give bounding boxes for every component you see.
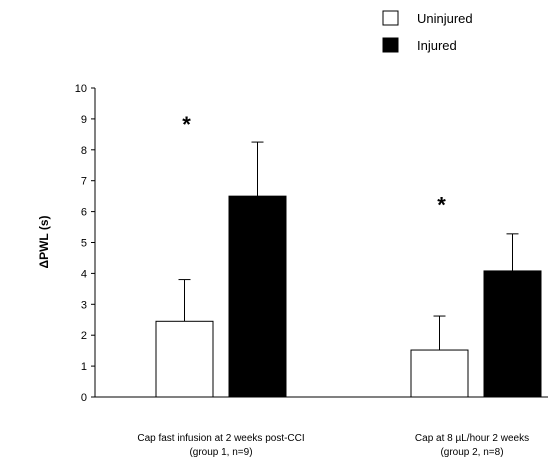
y-axis-label: ΔPWL (s) — [37, 215, 51, 268]
category-label-2-line2: (group 2, n=8) — [440, 447, 503, 458]
legend-label-injured: Injured — [417, 38, 457, 53]
y-tick-label-0: 0 — [81, 392, 87, 404]
y-tick-label-3: 3 — [81, 299, 87, 311]
category-label-1-line2: (group 1, n=9) — [189, 447, 252, 458]
bar-injured-1 — [228, 195, 287, 398]
legend-swatch-uninjured — [382, 10, 399, 26]
y-tick-label-5: 5 — [81, 238, 87, 250]
y-tick-label-7: 7 — [81, 176, 87, 188]
y-tick-label-9: 9 — [81, 114, 87, 126]
legend-swatch-injured — [382, 37, 399, 53]
bar-uninjured-2 — [410, 349, 469, 398]
legend-label-uninjured: Uninjured — [417, 11, 473, 26]
y-tick-label-8: 8 — [81, 145, 87, 157]
y-tick-label-10: 10 — [75, 83, 87, 95]
bar-uninjured-1 — [155, 320, 214, 398]
category-label-2-line1: Cap at 8 µL/hour 2 weeks — [415, 433, 529, 444]
y-tick-label-4: 4 — [81, 268, 87, 280]
y-tick-label-6: 6 — [81, 207, 87, 219]
category-label-1-line1: Cap fast infusion at 2 weeks post-CCI — [137, 433, 304, 444]
y-tick-label-2: 2 — [81, 330, 87, 342]
significance-asterisk-1: * — [182, 112, 191, 137]
significance-asterisk-2: * — [437, 192, 446, 217]
y-tick-label-1: 1 — [81, 361, 87, 373]
bar-injured-2 — [483, 270, 542, 398]
